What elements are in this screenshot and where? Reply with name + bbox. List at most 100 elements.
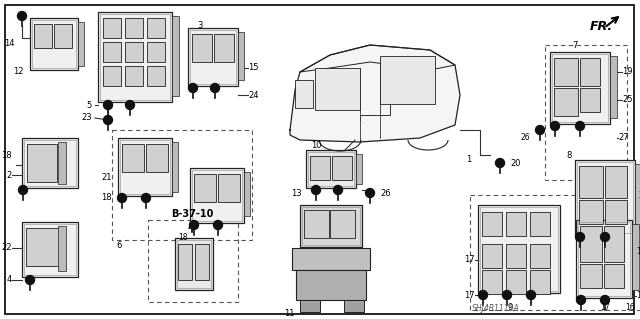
Bar	[295, 80, 313, 108]
Text: FR.: FR.	[590, 20, 613, 33]
Bar	[604, 264, 624, 288]
Bar	[580, 226, 602, 262]
Circle shape	[502, 291, 511, 300]
Text: 12: 12	[13, 68, 23, 77]
Bar	[506, 212, 526, 236]
Bar	[300, 300, 320, 312]
Circle shape	[141, 194, 150, 203]
Text: 14: 14	[4, 39, 15, 48]
Circle shape	[211, 84, 220, 93]
Text: B-37-10: B-37-10	[171, 209, 213, 219]
Polygon shape	[290, 45, 460, 142]
Bar	[188, 28, 238, 86]
Text: 13: 13	[291, 189, 302, 197]
Bar	[579, 200, 603, 224]
Text: 21: 21	[102, 174, 112, 182]
Bar	[172, 142, 178, 192]
Text: 16: 16	[625, 303, 635, 313]
Bar	[146, 144, 168, 172]
Bar	[177, 240, 211, 288]
Circle shape	[118, 194, 127, 203]
Bar	[330, 210, 355, 238]
Text: 17: 17	[600, 303, 610, 313]
Bar	[304, 210, 329, 238]
Bar	[22, 138, 78, 188]
Bar	[344, 300, 364, 312]
Circle shape	[333, 186, 342, 195]
Text: 8: 8	[566, 151, 572, 160]
Bar	[244, 172, 250, 216]
Circle shape	[600, 233, 609, 241]
Bar	[118, 138, 172, 196]
Bar	[24, 224, 76, 275]
Bar	[192, 170, 242, 221]
Text: 2: 2	[7, 170, 12, 180]
Bar	[554, 88, 578, 116]
Bar	[238, 32, 244, 80]
Bar	[175, 238, 213, 290]
Bar	[530, 244, 550, 268]
Circle shape	[26, 276, 35, 285]
Bar	[604, 226, 624, 262]
Bar	[380, 56, 435, 104]
Circle shape	[104, 100, 113, 109]
Text: SHJ4B1110A: SHJ4B1110A	[472, 304, 520, 313]
Bar	[530, 212, 550, 236]
Bar	[482, 270, 502, 294]
Bar	[195, 244, 209, 280]
Circle shape	[495, 159, 504, 167]
Circle shape	[312, 186, 321, 195]
Text: 22: 22	[1, 243, 12, 253]
Bar	[332, 156, 352, 180]
Bar	[578, 222, 630, 296]
Circle shape	[536, 125, 545, 135]
Bar	[610, 56, 617, 118]
Bar	[58, 142, 66, 184]
Bar	[480, 207, 558, 291]
Bar	[292, 248, 370, 270]
Text: 27: 27	[618, 133, 628, 143]
Bar	[296, 270, 366, 300]
Bar	[308, 152, 354, 186]
Text: 25: 25	[622, 95, 632, 105]
Text: 17: 17	[636, 248, 640, 256]
Bar	[100, 14, 170, 100]
Bar	[545, 45, 627, 180]
Bar	[218, 174, 240, 202]
Circle shape	[600, 295, 609, 305]
Bar	[310, 156, 330, 180]
Bar	[635, 164, 640, 228]
Bar	[552, 54, 608, 122]
Circle shape	[104, 115, 113, 124]
Bar	[605, 166, 627, 198]
Bar	[125, 42, 143, 62]
Bar	[54, 24, 72, 48]
Circle shape	[125, 100, 134, 109]
Bar	[26, 228, 61, 266]
Text: 24: 24	[248, 91, 259, 100]
Bar	[112, 130, 252, 240]
Text: 27: 27	[638, 190, 640, 199]
Bar	[190, 168, 244, 223]
Text: 15: 15	[248, 63, 259, 72]
Bar	[32, 20, 76, 68]
Bar	[580, 264, 602, 288]
Text: 17: 17	[465, 291, 475, 300]
Circle shape	[575, 233, 584, 241]
Bar	[125, 66, 143, 86]
Text: 23: 23	[81, 114, 92, 122]
Bar	[478, 205, 560, 293]
Bar	[506, 270, 526, 294]
Bar	[315, 68, 360, 110]
Bar	[125, 18, 143, 38]
Text: 18: 18	[1, 151, 12, 160]
Bar	[550, 52, 610, 124]
Bar	[356, 154, 362, 184]
Bar	[214, 34, 234, 62]
Bar	[577, 162, 633, 233]
Bar	[78, 22, 84, 66]
Circle shape	[550, 122, 559, 130]
Bar	[300, 205, 362, 247]
Bar	[530, 270, 550, 294]
Circle shape	[527, 291, 536, 300]
